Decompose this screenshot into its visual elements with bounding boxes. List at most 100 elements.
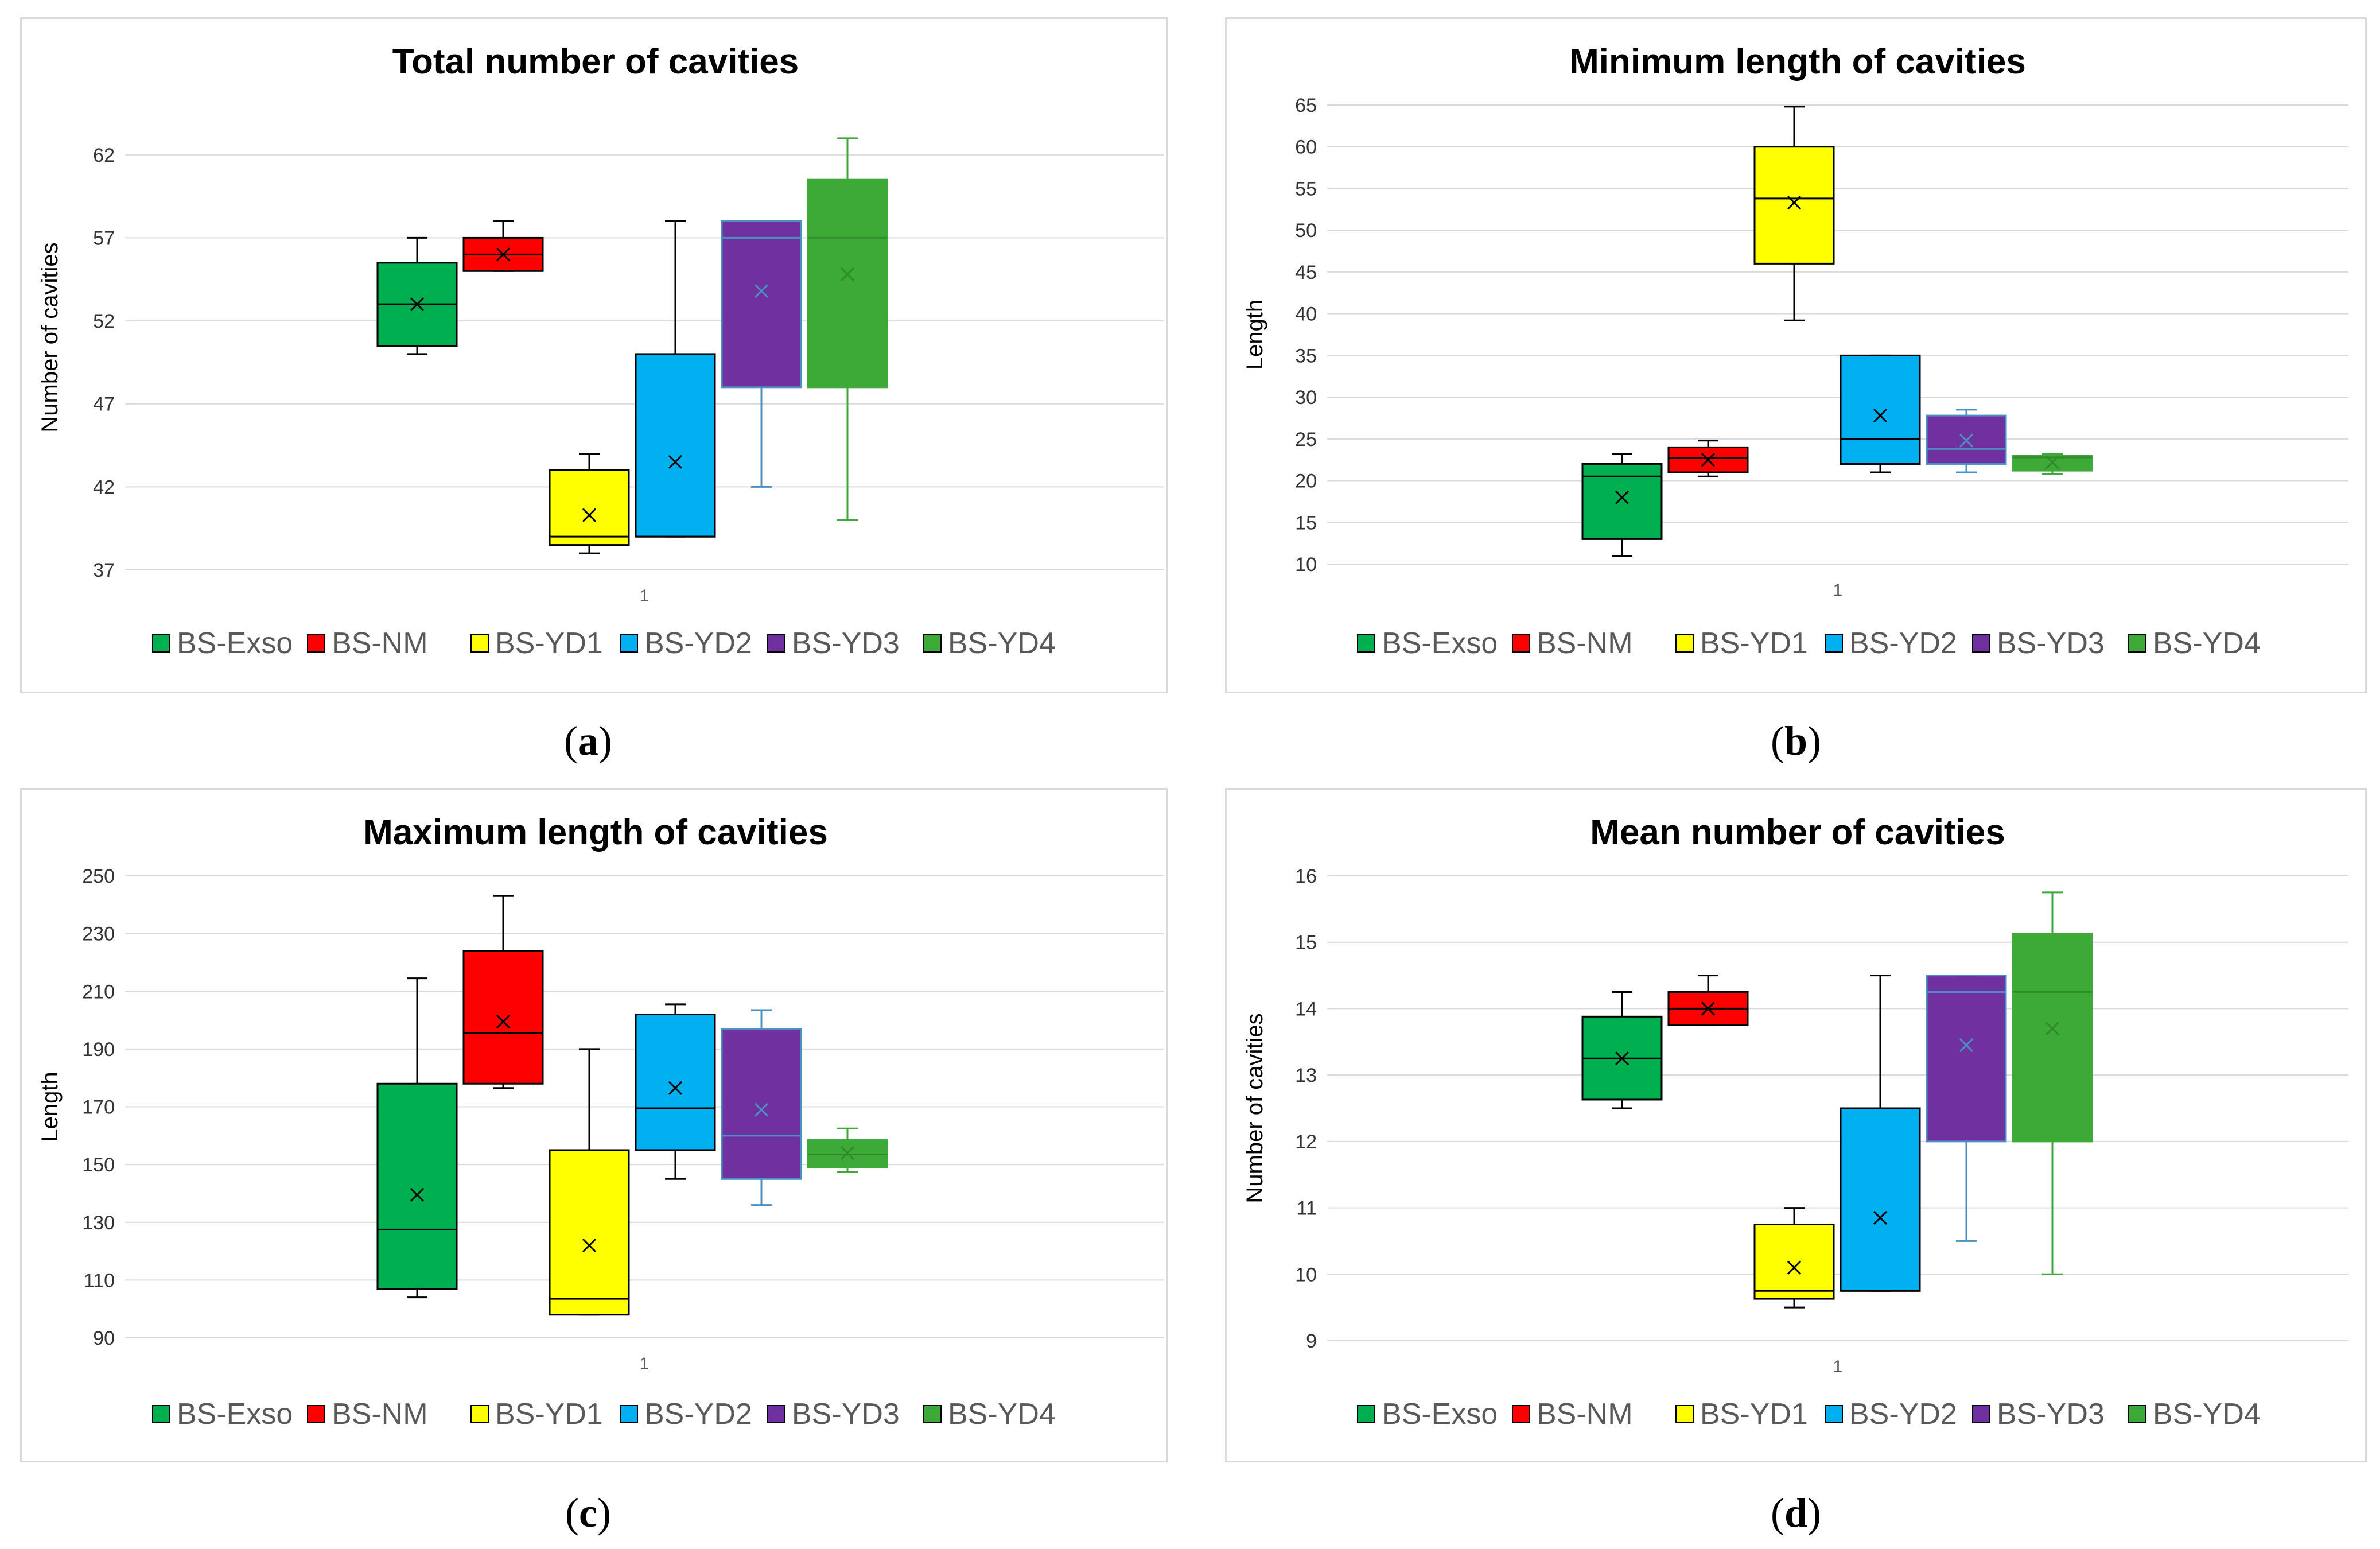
legend-label: BS-YD4: [2153, 627, 2261, 660]
legend-item-bs-yd4: BS-YD4: [923, 1397, 1056, 1431]
box-bs-exso: [1581, 991, 1663, 1109]
y-tick-label: 9: [1306, 1330, 1317, 1352]
y-tick-label: 230: [82, 923, 115, 945]
mean-marker: [1873, 1210, 1888, 1225]
mean-marker: [1787, 196, 1802, 210]
y-tick-label: 42: [93, 476, 115, 498]
legend-swatch: [152, 634, 170, 653]
mean-marker: [840, 267, 855, 282]
legend-swatch: [1972, 634, 1990, 653]
x-category-label: 1: [640, 1354, 650, 1373]
y-tick-label: 62: [93, 145, 115, 166]
box-bs-nm: [1667, 975, 1749, 1026]
chart-title: Maximum length of cavities: [363, 813, 828, 852]
legend-label: BS-YD1: [495, 627, 603, 660]
legend-swatch: [470, 1405, 489, 1423]
box-body: [635, 1014, 716, 1151]
y-tick-label: 15: [1295, 512, 1317, 534]
mean-marker: [496, 1015, 511, 1029]
legend-item-bs-yd2: BS-YD2: [1825, 1397, 1957, 1431]
y-tick-label: 25: [1295, 429, 1317, 451]
legend-item-bs-yd3: BS-YD3: [1972, 1397, 2105, 1431]
box-body: [549, 469, 630, 546]
legend-item-bs-yd1: BS-YD1: [1675, 627, 1808, 660]
mean-marker: [410, 297, 425, 312]
panel-caption-c: (c): [565, 1490, 611, 1536]
box-body: [1840, 354, 1921, 465]
box-bs-yd3: [1926, 409, 2007, 473]
legend-swatch: [1825, 634, 1843, 653]
legend-swatch: [767, 1405, 785, 1423]
legend-label: BS-YD2: [644, 1397, 752, 1431]
legend-swatch: [923, 1405, 942, 1423]
legend-label: BS-Exso: [177, 627, 293, 660]
mean-marker: [840, 1146, 855, 1160]
y-tick-label: 150: [82, 1154, 115, 1176]
legend-label: BS-YD4: [948, 627, 1056, 660]
chart-title: Mean number of cavities: [1590, 813, 2005, 852]
y-tick-label: 11: [1297, 1198, 1317, 1220]
mean-marker: [1959, 1038, 1974, 1053]
legend-label: BS-NM: [332, 1397, 428, 1431]
legend-label: BS-YD2: [1849, 1397, 1957, 1431]
legend-label: BS-YD2: [644, 627, 752, 660]
mean-marker: [1787, 1260, 1802, 1275]
box-bs-yd3: [721, 220, 802, 488]
legend-item-bs-yd1: BS-YD1: [470, 1397, 603, 1431]
legend-swatch: [620, 1405, 638, 1423]
legend-label: BS-NM: [332, 627, 428, 660]
y-tick-label: 57: [93, 227, 115, 249]
box-bs-yd4: [807, 1127, 888, 1173]
box-chart-b: Minimum length of cavities 10 15 20 25 30 35 40…: [1242, 42, 2348, 660]
y-tick-label: 250: [82, 865, 115, 887]
legend-label: BS-YD3: [792, 1397, 900, 1431]
legend-item-bs-nm: BS-NM: [1512, 627, 1633, 660]
box-body: [462, 950, 544, 1085]
mean-marker: [1959, 433, 1974, 448]
box-body: [1926, 975, 2007, 1143]
chart-panel-d: Mean number of cavities 9 10 11 12 13 14 15 16 Nu…: [1225, 788, 2367, 1462]
box-chart-d: Mean number of cavities 9 10 11 12 13 14 15 16 Nu…: [1242, 813, 2348, 1431]
legend-label: BS-YD4: [2153, 1397, 2261, 1431]
legend-swatch: [1675, 634, 1694, 653]
legend-item-bs-yd2: BS-YD2: [1825, 627, 1957, 660]
y-tick-label: 210: [82, 981, 115, 1003]
box-bs-exso: [1581, 453, 1663, 557]
legend-item-bs-nm: BS-NM: [307, 1397, 428, 1431]
mean-marker: [1701, 1001, 1716, 1016]
box-bs-yd4: [2012, 891, 2093, 1275]
legend-item-bs-yd4: BS-YD4: [2128, 627, 2261, 660]
y-tick-label: 65: [1295, 95, 1317, 117]
box-bs-exso: [376, 977, 458, 1299]
box-body: [1753, 146, 1835, 265]
y-tick-label: 20: [1295, 471, 1317, 492]
y-tick-label: 12: [1295, 1131, 1317, 1153]
mean-marker: [582, 1238, 597, 1253]
y-tick-label: 60: [1295, 137, 1317, 158]
y-tick-label: 40: [1295, 304, 1317, 325]
panel-caption-b: (b): [1770, 718, 1821, 764]
box-bs-nm: [462, 220, 544, 272]
legend-item-bs-yd2: BS-YD2: [620, 1397, 752, 1431]
legend-swatch: [1512, 634, 1530, 653]
legend-item-bs-exso: BS-Exso: [1357, 1397, 1498, 1431]
box-bs-yd2: [1840, 975, 1921, 1292]
box-body: [376, 1082, 458, 1290]
box-bs-yd3: [1926, 975, 2007, 1242]
y-axis-title: Number of cavities: [37, 242, 63, 432]
y-tick-label: 55: [1295, 178, 1317, 200]
mean-marker: [2045, 455, 2060, 469]
legend-swatch: [923, 634, 942, 653]
box-bs-yd1: [1753, 106, 1835, 321]
legend-item-bs-nm: BS-NM: [307, 627, 428, 660]
legend-item-bs-yd1: BS-YD1: [1675, 1397, 1808, 1431]
legend-swatch: [1825, 1405, 1843, 1423]
box-bs-yd2: [1840, 354, 1921, 473]
box-body: [549, 1149, 630, 1316]
box-body: [635, 353, 716, 538]
box-bs-yd3: [721, 1009, 802, 1206]
caption-letter-c: c: [579, 1490, 597, 1536]
legend-item-bs-yd4: BS-YD4: [923, 627, 1056, 660]
mean-marker: [754, 1102, 769, 1117]
y-tick-label: 16: [1295, 865, 1317, 887]
